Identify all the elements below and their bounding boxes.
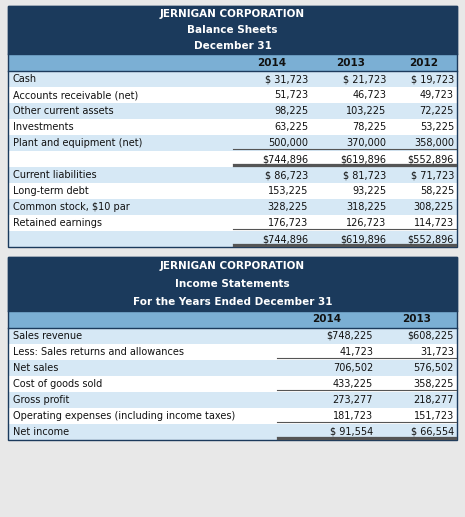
Text: $ 81,723: $ 81,723 <box>343 170 387 180</box>
Bar <box>8 183 457 199</box>
Bar <box>8 360 457 376</box>
Text: Gross profit: Gross profit <box>13 395 69 405</box>
Text: 114,723: 114,723 <box>414 218 454 228</box>
Bar <box>8 135 457 151</box>
Text: 181,723: 181,723 <box>333 411 373 421</box>
Text: 103,225: 103,225 <box>346 106 387 116</box>
Text: 176,723: 176,723 <box>268 218 308 228</box>
Text: $619,896: $619,896 <box>341 154 387 164</box>
Text: 706,502: 706,502 <box>333 363 373 373</box>
Bar <box>8 328 457 344</box>
Text: 51,723: 51,723 <box>274 90 308 100</box>
Text: $744,896: $744,896 <box>262 154 308 164</box>
Text: $ 91,554: $ 91,554 <box>330 427 373 437</box>
Bar <box>8 103 457 119</box>
Text: 2014: 2014 <box>312 314 341 325</box>
Text: $ 66,554: $ 66,554 <box>411 427 454 437</box>
Text: 153,225: 153,225 <box>268 186 308 196</box>
Text: Other current assets: Other current assets <box>13 106 113 116</box>
Bar <box>8 167 457 183</box>
Text: 2013: 2013 <box>336 57 365 68</box>
Text: $552,896: $552,896 <box>408 234 454 244</box>
Text: Long-term debt: Long-term debt <box>13 186 89 196</box>
Text: $ 19,723: $ 19,723 <box>411 74 454 84</box>
Text: $ 86,723: $ 86,723 <box>265 170 308 180</box>
Text: 126,723: 126,723 <box>346 218 387 228</box>
Text: $608,225: $608,225 <box>408 331 454 341</box>
Text: 78,225: 78,225 <box>352 122 387 132</box>
Bar <box>8 311 457 328</box>
Text: 273,277: 273,277 <box>332 395 373 405</box>
Text: 31,723: 31,723 <box>420 347 454 357</box>
Text: JERNIGAN CORPORATION: JERNIGAN CORPORATION <box>160 9 305 19</box>
Text: 63,225: 63,225 <box>274 122 308 132</box>
Text: Income Statements: Income Statements <box>175 279 290 289</box>
Text: JERNIGAN CORPORATION: JERNIGAN CORPORATION <box>160 261 305 271</box>
Bar <box>8 231 457 247</box>
Bar <box>8 215 457 231</box>
Text: $ 21,723: $ 21,723 <box>343 74 387 84</box>
Text: 151,723: 151,723 <box>414 411 454 421</box>
Text: 41,723: 41,723 <box>339 347 373 357</box>
Text: Current liabilities: Current liabilities <box>13 170 97 180</box>
Text: Net sales: Net sales <box>13 363 59 373</box>
Text: Operating expenses (including income taxes): Operating expenses (including income tax… <box>13 411 235 421</box>
Text: December 31: December 31 <box>193 41 272 51</box>
Bar <box>8 257 457 311</box>
Text: $619,896: $619,896 <box>341 234 387 244</box>
Text: 98,225: 98,225 <box>274 106 308 116</box>
Bar <box>8 6 457 247</box>
Text: $744,896: $744,896 <box>262 234 308 244</box>
Text: Sales revenue: Sales revenue <box>13 331 82 341</box>
Text: 93,225: 93,225 <box>352 186 387 196</box>
Bar <box>8 6 457 54</box>
Bar <box>8 344 457 360</box>
Text: 46,723: 46,723 <box>352 90 387 100</box>
Text: 2013: 2013 <box>402 314 431 325</box>
Bar <box>8 87 457 103</box>
Text: 2014: 2014 <box>257 57 286 68</box>
Text: 58,225: 58,225 <box>420 186 454 196</box>
Text: 218,277: 218,277 <box>414 395 454 405</box>
Text: 328,225: 328,225 <box>268 202 308 212</box>
Text: 358,225: 358,225 <box>414 379 454 389</box>
Text: 576,502: 576,502 <box>414 363 454 373</box>
Text: $ 71,723: $ 71,723 <box>411 170 454 180</box>
Text: 500,000: 500,000 <box>268 138 308 148</box>
Text: 318,225: 318,225 <box>346 202 387 212</box>
Bar <box>8 376 457 392</box>
Bar <box>8 54 457 71</box>
Bar <box>8 199 457 215</box>
Text: $748,225: $748,225 <box>327 331 373 341</box>
Text: Cost of goods sold: Cost of goods sold <box>13 379 102 389</box>
Text: Common stock, $10 par: Common stock, $10 par <box>13 202 130 212</box>
Text: For the Years Ended December 31: For the Years Ended December 31 <box>133 297 332 307</box>
Bar <box>8 151 457 167</box>
Text: 72,225: 72,225 <box>419 106 454 116</box>
Bar <box>8 71 457 87</box>
Bar <box>8 392 457 408</box>
Text: Investments: Investments <box>13 122 73 132</box>
Text: Cash: Cash <box>13 74 37 84</box>
Text: 370,000: 370,000 <box>346 138 387 148</box>
Text: 53,225: 53,225 <box>420 122 454 132</box>
Text: 308,225: 308,225 <box>414 202 454 212</box>
Text: Less: Sales returns and allowances: Less: Sales returns and allowances <box>13 347 184 357</box>
Text: 2012: 2012 <box>409 57 438 68</box>
Bar <box>8 257 457 440</box>
Text: Net income: Net income <box>13 427 69 437</box>
Bar <box>8 408 457 424</box>
Text: Balance Sheets: Balance Sheets <box>187 25 278 35</box>
Text: 49,723: 49,723 <box>420 90 454 100</box>
Text: $552,896: $552,896 <box>408 154 454 164</box>
Text: Plant and equipment (net): Plant and equipment (net) <box>13 138 142 148</box>
Text: Retained earnings: Retained earnings <box>13 218 102 228</box>
Text: $ 31,723: $ 31,723 <box>265 74 308 84</box>
Bar <box>8 119 457 135</box>
Bar <box>8 424 457 440</box>
Text: Accounts receivable (net): Accounts receivable (net) <box>13 90 138 100</box>
Text: 433,225: 433,225 <box>333 379 373 389</box>
Text: 358,000: 358,000 <box>414 138 454 148</box>
